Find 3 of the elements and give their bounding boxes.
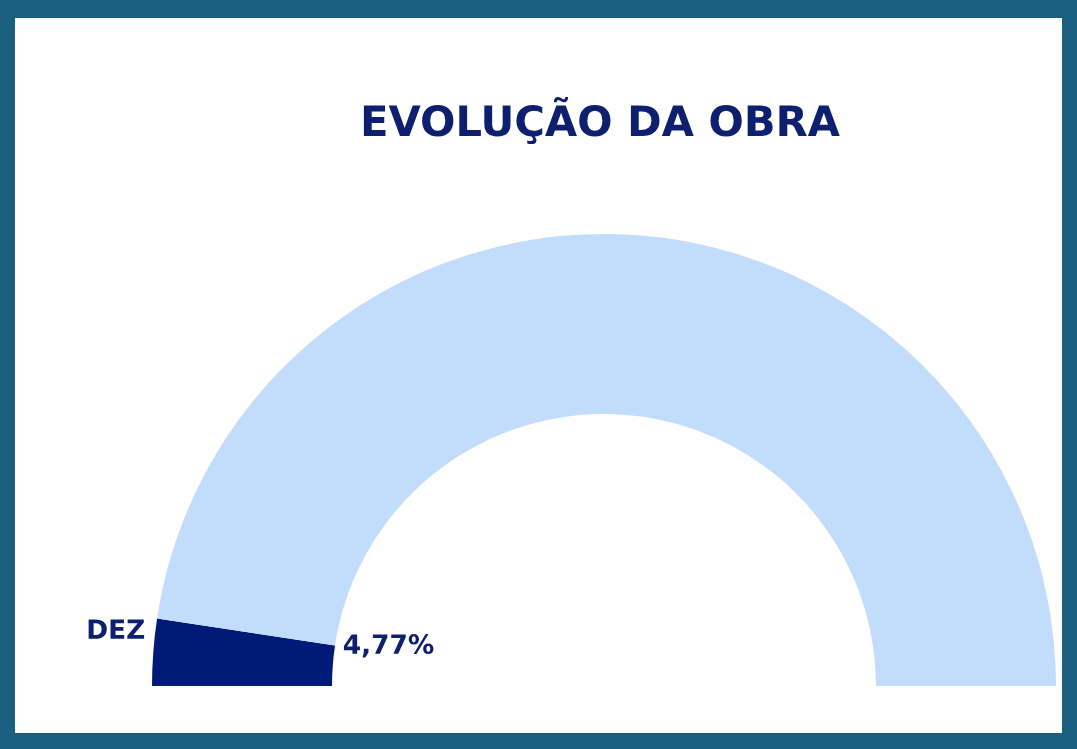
- data-label: 4,77%: [343, 634, 434, 658]
- chart-title: EVOLUÇÃO DA OBRA: [363, 96, 840, 145]
- slice-label: DEZ: [88, 619, 145, 639]
